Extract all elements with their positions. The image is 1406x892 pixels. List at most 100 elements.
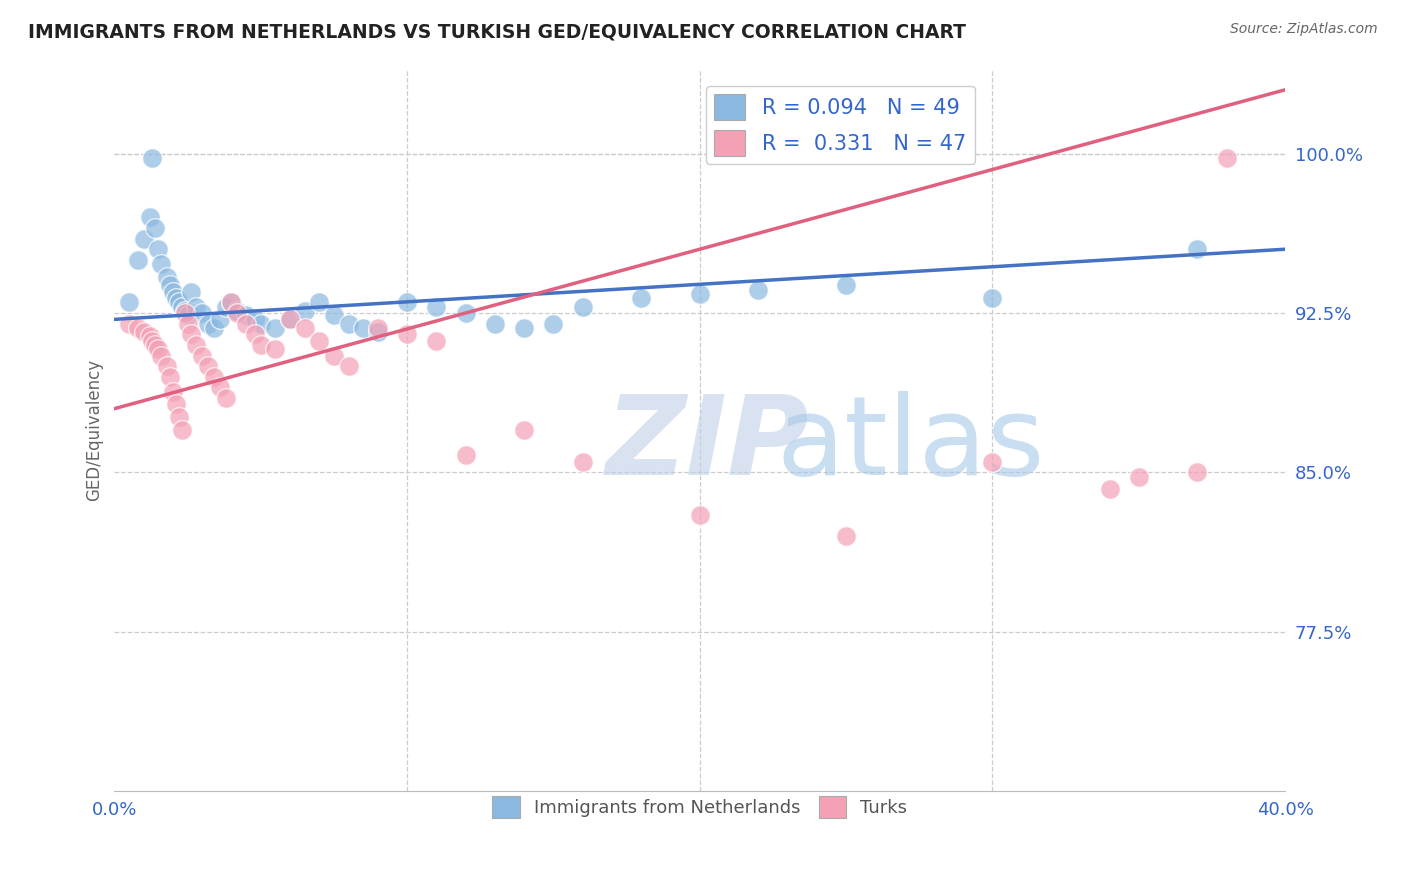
Text: ZIP: ZIP	[606, 391, 810, 498]
Point	[170, 300, 193, 314]
Point	[159, 369, 181, 384]
Point	[243, 312, 266, 326]
Point	[835, 529, 858, 543]
Point	[173, 304, 195, 318]
Point	[162, 384, 184, 399]
Point	[156, 269, 179, 284]
Point	[747, 283, 769, 297]
Point	[278, 312, 301, 326]
Point	[337, 317, 360, 331]
Point	[630, 291, 652, 305]
Y-axis label: GED/Equivalency: GED/Equivalency	[86, 359, 103, 501]
Point	[689, 286, 711, 301]
Point	[484, 317, 506, 331]
Point	[141, 151, 163, 165]
Point	[202, 321, 225, 335]
Point	[264, 321, 287, 335]
Point	[148, 342, 170, 356]
Point	[396, 327, 419, 342]
Point	[571, 300, 593, 314]
Point	[221, 295, 243, 310]
Point	[179, 285, 201, 299]
Point	[243, 327, 266, 342]
Point	[1128, 469, 1150, 483]
Point	[981, 455, 1004, 469]
Point	[226, 304, 249, 318]
Point	[202, 369, 225, 384]
Point	[186, 338, 208, 352]
Point	[118, 295, 141, 310]
Text: IMMIGRANTS FROM NETHERLANDS VS TURKISH GED/EQUIVALENCY CORRELATION CHART: IMMIGRANTS FROM NETHERLANDS VS TURKISH G…	[28, 22, 966, 41]
Point	[176, 317, 198, 331]
Point	[513, 423, 536, 437]
Point	[323, 349, 346, 363]
Point	[981, 291, 1004, 305]
Point	[156, 359, 179, 373]
Point	[221, 295, 243, 310]
Point	[197, 317, 219, 331]
Point	[208, 380, 231, 394]
Point	[167, 410, 190, 425]
Point	[367, 325, 389, 339]
Point	[150, 257, 173, 271]
Point	[127, 321, 149, 335]
Point	[235, 317, 257, 331]
Point	[396, 295, 419, 310]
Point	[689, 508, 711, 522]
Point	[173, 306, 195, 320]
Point	[1187, 242, 1209, 256]
Point	[138, 211, 160, 225]
Point	[165, 291, 187, 305]
Point	[148, 242, 170, 256]
Point	[118, 317, 141, 331]
Point	[1215, 151, 1237, 165]
Point	[145, 221, 167, 235]
Legend: Immigrants from Netherlands, Turks: Immigrants from Netherlands, Turks	[485, 789, 914, 826]
Point	[214, 300, 236, 314]
Point	[179, 327, 201, 342]
Point	[1098, 483, 1121, 497]
Point	[197, 359, 219, 373]
Text: Source: ZipAtlas.com: Source: ZipAtlas.com	[1230, 22, 1378, 37]
Point	[249, 338, 271, 352]
Point	[294, 321, 316, 335]
Point	[1187, 466, 1209, 480]
Point	[543, 317, 565, 331]
Point	[145, 338, 167, 352]
Point	[132, 325, 155, 339]
Point	[191, 306, 214, 320]
Point	[208, 312, 231, 326]
Point	[165, 397, 187, 411]
Point	[571, 455, 593, 469]
Point	[249, 317, 271, 331]
Point	[127, 252, 149, 267]
Point	[226, 306, 249, 320]
Point	[835, 278, 858, 293]
Point	[308, 295, 330, 310]
Point	[159, 278, 181, 293]
Point	[454, 449, 477, 463]
Point	[132, 231, 155, 245]
Point	[367, 321, 389, 335]
Point	[337, 359, 360, 373]
Point	[162, 285, 184, 299]
Point	[278, 312, 301, 326]
Point	[150, 349, 173, 363]
Point	[138, 329, 160, 343]
Point	[454, 306, 477, 320]
Point	[425, 334, 447, 348]
Point	[176, 308, 198, 322]
Point	[191, 349, 214, 363]
Point	[352, 321, 374, 335]
Point	[186, 300, 208, 314]
Point	[264, 342, 287, 356]
Point	[214, 391, 236, 405]
Point	[170, 423, 193, 437]
Point	[294, 304, 316, 318]
Point	[167, 295, 190, 310]
Text: atlas: atlas	[776, 391, 1045, 498]
Point	[425, 300, 447, 314]
Point	[323, 308, 346, 322]
Point	[235, 308, 257, 322]
Point	[513, 321, 536, 335]
